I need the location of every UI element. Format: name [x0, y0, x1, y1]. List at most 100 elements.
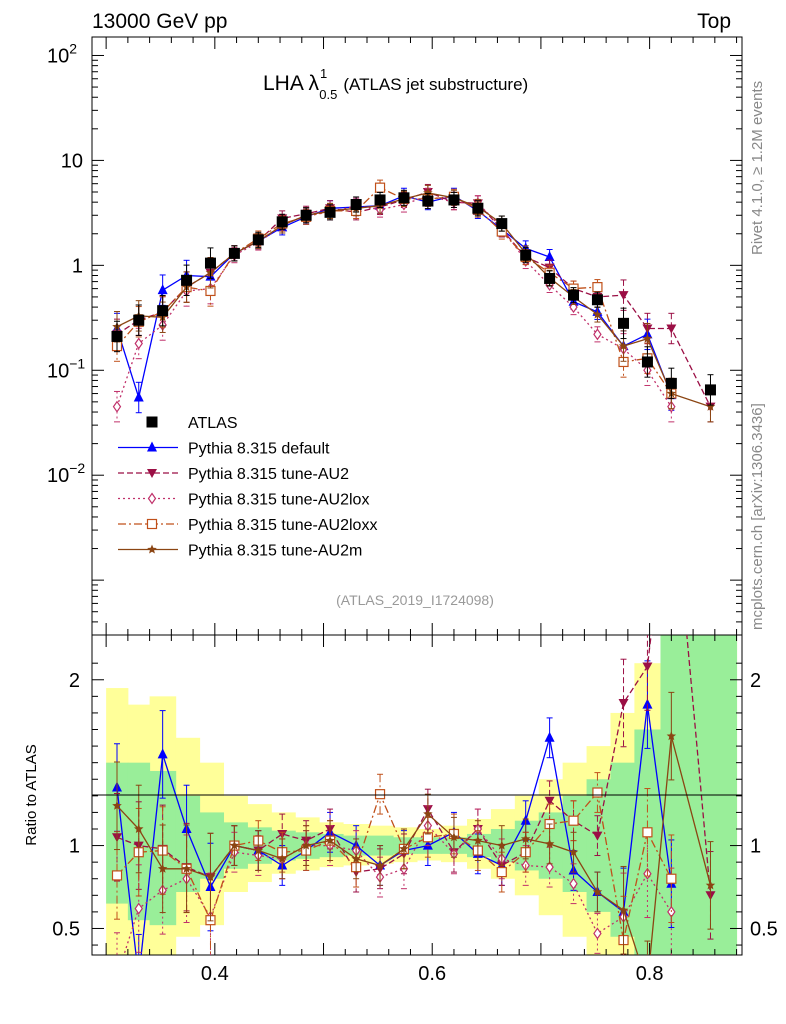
data-point [568, 847, 579, 857]
data-point [133, 314, 145, 326]
data-point [592, 831, 603, 841]
data-point [398, 192, 410, 204]
data-point [642, 662, 653, 672]
data-point [569, 877, 578, 890]
ratio-y-tick-label: 0.5 [52, 918, 80, 940]
data-point [422, 195, 434, 207]
data-point [112, 400, 122, 413]
series-line [116, 195, 672, 401]
series-pythia-8-315-tune-au2m [112, 691, 716, 955]
data-point [134, 972, 144, 982]
plot-title-sup: 1 [320, 66, 327, 81]
y-tick-label: 10−2 [47, 460, 85, 487]
data-point [157, 748, 168, 759]
plot-title-main: LHA λ [263, 72, 320, 95]
data-point [666, 324, 677, 334]
data-point [157, 284, 168, 295]
data-point [301, 840, 311, 850]
data-point [449, 832, 459, 842]
data-point [666, 873, 677, 884]
series-atlas [111, 189, 716, 406]
legend-label: Pythia 8.315 default [188, 441, 330, 458]
plot-title: LHA λ1 0.5 (ATLAS jet substructure) [263, 66, 528, 102]
main-series-layer [111, 179, 716, 423]
legend-marker [147, 469, 157, 478]
main-axis-ticks: 102 10 1 10−1 10−2 [47, 37, 742, 636]
data-point [473, 835, 483, 845]
data-point [374, 194, 386, 206]
data-point [618, 698, 629, 708]
rivet-side-label: Rivet 4.1.0, ≥ 1.2M events [749, 81, 766, 255]
series-pythia-8-315-default [112, 187, 677, 414]
legend-label: ATLAS [188, 415, 238, 432]
legend-entry: ATLAS [146, 415, 238, 432]
legend-label: Pythia 8.315 tune-AU2lox [188, 492, 369, 509]
data-point [642, 827, 653, 838]
data-point [399, 843, 409, 853]
data-point [666, 731, 677, 741]
ratio-ylabel: Ratio to ATLAS [23, 744, 40, 845]
data-point [134, 337, 143, 350]
legend-marker [146, 416, 158, 428]
legend-marker [147, 441, 157, 452]
ratio-y-tick-label: 2 [69, 670, 80, 692]
data-point [520, 249, 532, 261]
data-point [112, 800, 122, 810]
y-tick-label: 10 [61, 150, 83, 172]
legend-entry: Pythia 8.315 tune-AU2 [118, 466, 349, 483]
data-point [325, 835, 335, 845]
data-point [618, 341, 629, 351]
legend-marker [146, 518, 158, 530]
data-point [324, 206, 336, 218]
analysis-label: (ATLAS_2019_I1724098) [336, 592, 494, 608]
series-line [116, 191, 712, 407]
legend-entry: Pythia 8.315 tune-AU2m [118, 543, 362, 560]
data-point [544, 731, 555, 742]
y-tick-label: 10−1 [47, 355, 85, 382]
data-point [204, 257, 216, 269]
data-point [229, 840, 240, 850]
data-point [618, 905, 629, 915]
mcplots-side-label: mcplots.cern.ch [arXiv:1306.3436] [749, 403, 766, 630]
data-point [593, 927, 602, 940]
y-tick-label-exp: 2 [69, 40, 77, 56]
y-tick-label: 102 [47, 40, 77, 67]
data-point [134, 824, 144, 833]
data-point [134, 902, 143, 915]
data-point [133, 391, 144, 402]
legend-entry: Pythia 8.315 default [118, 441, 330, 458]
process-label: Top [697, 10, 731, 33]
data-point [544, 272, 556, 284]
ratio-series-layer [111, 460, 716, 982]
legend-label: Pythia 8.315 tune-AU2 [188, 466, 349, 483]
data-point [205, 872, 216, 882]
data-point [544, 251, 555, 262]
ratio-axis-ticks: 0.5 0.5 1 1 2 2 0.4 0.6 0.8 [52, 635, 778, 985]
data-point [181, 863, 192, 873]
legend-marker [147, 492, 157, 505]
data-point [181, 274, 193, 286]
data-point [253, 845, 264, 855]
data-point [157, 863, 168, 873]
data-point [520, 833, 531, 843]
x-tick-label: 0.8 [636, 963, 664, 985]
data-point [228, 247, 240, 259]
data-point [276, 216, 288, 228]
legend-marker [147, 544, 157, 554]
ratio-y-tick-label-right: 0.5 [750, 918, 778, 940]
data-point [666, 460, 676, 469]
data-point [592, 309, 603, 319]
data-point [277, 853, 287, 863]
data-point [545, 861, 554, 874]
energy-label: 13000 GeV pp [92, 10, 227, 33]
data-point [374, 182, 386, 193]
data-point [111, 330, 123, 342]
legend-entry: Pythia 8.315 tune-AU2lox [118, 492, 369, 509]
plot-title-suffix: (ATLAS jet substructure) [343, 75, 528, 94]
series-line [116, 195, 672, 408]
data-point [641, 356, 653, 368]
data-point [665, 377, 677, 389]
data-point [423, 187, 433, 197]
legend-entry: Pythia 8.315 tune-AU2loxx [118, 517, 377, 534]
data-point [496, 218, 508, 230]
